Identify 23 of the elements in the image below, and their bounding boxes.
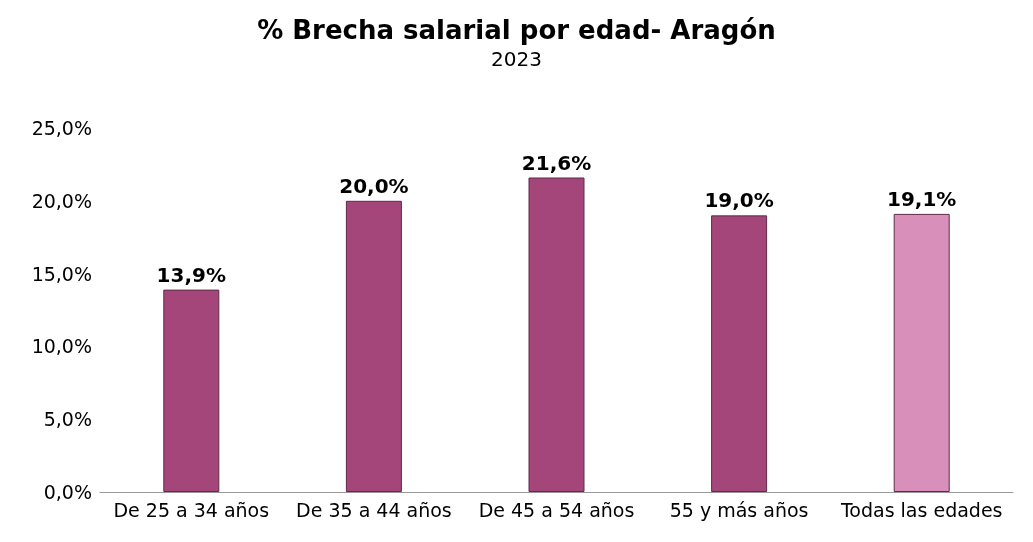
data-label: 13,9%	[156, 262, 226, 287]
y-tick-label: 25,0%	[31, 117, 92, 139]
bar	[893, 213, 950, 492]
data-label: 21,6%	[521, 150, 592, 175]
y-tick-label: 5,0%	[43, 408, 92, 431]
data-label: 19,1%	[887, 186, 957, 211]
chart-title: % Brecha salarial por edad- Aragón	[257, 15, 776, 45]
chart-subtitle: 2023	[491, 47, 542, 71]
bar	[163, 289, 220, 492]
y-tick-label: 10,0%	[31, 335, 92, 358]
bar	[528, 177, 585, 492]
y-tick-label: 0,0%	[43, 481, 92, 503]
data-label: 19,0%	[704, 188, 774, 213]
x-tick-label: De 25 a 34 años	[113, 498, 270, 521]
y-tick-label: 20,0%	[31, 189, 92, 212]
bar	[345, 200, 402, 492]
y-tick-label: 15,0%	[31, 262, 92, 285]
x-tick-label: De 45 a 54 años	[478, 498, 635, 521]
x-tick-label: 55 y más años	[669, 498, 809, 521]
bar	[711, 215, 768, 492]
x-tick-label: De 35 a 44 años	[296, 498, 452, 521]
x-tick-label: Todas las edades	[839, 498, 1003, 521]
data-label: 20,0%	[339, 173, 409, 198]
